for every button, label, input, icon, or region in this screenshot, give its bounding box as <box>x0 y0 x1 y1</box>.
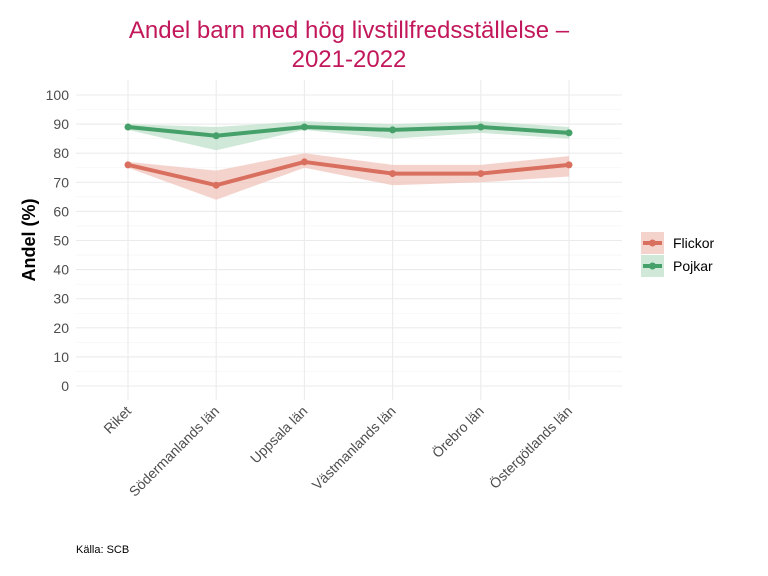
data-point <box>212 181 220 189</box>
grid <box>76 80 622 400</box>
y-axis-label: Andel (%) <box>19 198 39 281</box>
chart-title: Andel barn med hög livstillfredsställels… <box>129 17 570 44</box>
confidence-band-pojkar <box>128 121 569 151</box>
data-point <box>124 161 132 169</box>
data-point <box>389 170 397 178</box>
data-point <box>300 158 308 166</box>
data-point <box>565 161 573 169</box>
series-line-pojkar <box>126 125 571 138</box>
y-axis: 0 10 20 30 40 50 60 70 80 90 100 <box>46 87 70 394</box>
x-tick-label: Södermanlands län <box>126 403 223 500</box>
legend: Flickor Pojkar <box>641 232 715 277</box>
y-tick-label: 80 <box>53 145 69 161</box>
series-line-flickor <box>126 159 571 188</box>
y-tick-label: 20 <box>53 320 69 336</box>
x-tick-label: Örebro län <box>428 402 487 461</box>
data-point <box>124 123 132 131</box>
data-point <box>477 123 485 131</box>
x-tick-label: Västmanlands län <box>309 403 399 493</box>
y-tick-label: 30 <box>53 291 69 307</box>
y-tick-label: 40 <box>53 262 69 278</box>
y-tick-label: 10 <box>53 349 69 365</box>
chart-subtitle: 2021-2022 <box>292 46 407 73</box>
y-tick-label: 70 <box>53 174 69 190</box>
x-tick-label: Uppsala län <box>247 403 311 467</box>
data-point <box>212 132 220 140</box>
y-tick-label: 0 <box>61 378 69 394</box>
data-point <box>477 170 485 178</box>
data-point <box>565 129 573 137</box>
y-tick-label: 60 <box>53 203 69 219</box>
x-tick-label: Riket <box>100 403 134 437</box>
confidence-band-flickor <box>128 153 569 200</box>
legend-key-point <box>649 239 656 247</box>
y-tick-label: 50 <box>53 233 69 249</box>
legend-key-point <box>649 262 656 270</box>
series-lines <box>124 123 573 189</box>
data-point <box>300 123 308 131</box>
legend-label: Flickor <box>673 235 715 251</box>
y-tick-label: 100 <box>46 87 70 103</box>
data-point <box>389 126 397 134</box>
caption: Källa: SCB <box>76 544 129 556</box>
legend-label: Pojkar <box>673 258 713 274</box>
y-tick-label: 90 <box>53 116 69 132</box>
x-tick-label: Östergötlands län <box>486 402 576 492</box>
